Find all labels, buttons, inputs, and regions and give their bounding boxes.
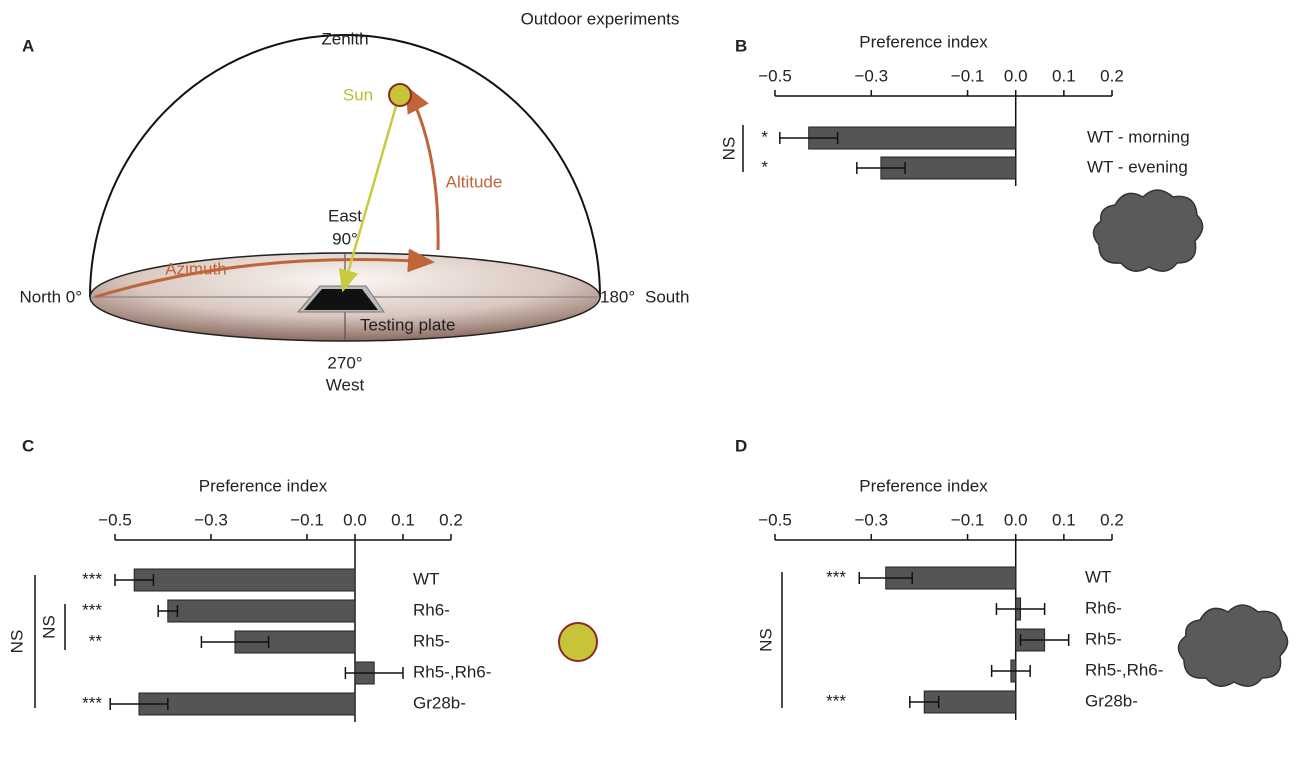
label: North 0° bbox=[19, 287, 82, 306]
x-tick-label: −0.1 bbox=[951, 510, 985, 529]
diagram: A Zenith Sun Altitude East 90° Azimuth N… bbox=[19, 29, 689, 394]
axis-title: Preference index bbox=[859, 476, 988, 495]
x-tick-label: 0.2 bbox=[439, 510, 463, 529]
cloud-icon bbox=[1177, 604, 1289, 687]
x-tick-label: 0.2 bbox=[1100, 510, 1124, 529]
sun bbox=[388, 83, 412, 107]
label: 90° bbox=[332, 229, 358, 248]
ns-label: NS bbox=[756, 628, 775, 652]
label: Sun bbox=[343, 85, 373, 104]
x-tick-label: 0.1 bbox=[391, 510, 415, 529]
category-label: WT - morning bbox=[1087, 127, 1190, 146]
label: South bbox=[645, 287, 689, 306]
panel-letter: B bbox=[735, 36, 747, 55]
category-label: Rh5- bbox=[1085, 629, 1122, 648]
category-label: Rh5- bbox=[413, 631, 450, 650]
significance: *** bbox=[826, 691, 846, 710]
x-tick-label: −0.1 bbox=[290, 510, 324, 529]
bar bbox=[138, 692, 356, 716]
x-tick-label: −0.3 bbox=[855, 66, 889, 85]
significance: * bbox=[761, 157, 768, 176]
x-tick-label: 0.2 bbox=[1100, 66, 1124, 85]
category-label: WT bbox=[1085, 567, 1111, 586]
x-tick-label: −0.5 bbox=[758, 66, 792, 85]
x-tick-label: 0.0 bbox=[1004, 66, 1028, 85]
x-tick-label: 0.0 bbox=[1004, 510, 1028, 529]
category-label: Gr28b- bbox=[1085, 691, 1138, 710]
ns-label: NS bbox=[719, 137, 738, 161]
label: 180° bbox=[600, 287, 635, 306]
panel-letter: A bbox=[22, 36, 34, 55]
x-tick-label: 0.1 bbox=[1052, 66, 1076, 85]
testing-plate bbox=[304, 289, 378, 310]
label: West bbox=[326, 375, 365, 394]
x-tick-label: −0.5 bbox=[758, 510, 792, 529]
ns-label: NS bbox=[39, 615, 58, 639]
ns-label: NS bbox=[7, 630, 26, 654]
x-tick-label: 0.1 bbox=[1052, 510, 1076, 529]
panel-letter: D bbox=[735, 436, 747, 455]
label: Testing plate bbox=[360, 315, 455, 334]
sun-icon bbox=[558, 622, 598, 662]
bar bbox=[808, 126, 1017, 150]
x-tick-label: −0.3 bbox=[194, 510, 228, 529]
altitude-arrow bbox=[405, 85, 440, 251]
significance: *** bbox=[82, 693, 102, 712]
bar bbox=[133, 568, 356, 592]
x-tick-label: −0.3 bbox=[855, 510, 889, 529]
label: Altitude bbox=[446, 172, 503, 191]
x-tick-label: 0.0 bbox=[343, 510, 367, 529]
category-label: WT - evening bbox=[1087, 157, 1188, 176]
significance: *** bbox=[82, 569, 102, 588]
label: 270° bbox=[327, 353, 362, 372]
figure-title: Outdoor experiments bbox=[521, 9, 680, 28]
x-tick-label: −0.1 bbox=[951, 66, 985, 85]
category-label: WT bbox=[413, 569, 439, 588]
significance: * bbox=[761, 127, 768, 146]
sun-ray bbox=[338, 105, 398, 293]
category-label: Rh5-,Rh6- bbox=[413, 662, 491, 681]
significance: *** bbox=[826, 567, 846, 586]
cloud-icon bbox=[1092, 189, 1204, 272]
label: East bbox=[328, 206, 362, 225]
label: Zenith bbox=[321, 29, 368, 48]
dome bbox=[89, 34, 601, 298]
category-label: Gr28b- bbox=[413, 693, 466, 712]
category-label: Rh6- bbox=[1085, 598, 1122, 617]
bar bbox=[167, 599, 356, 623]
azimuth-arrow bbox=[94, 248, 435, 299]
panel-letter: C bbox=[22, 436, 34, 455]
x-tick-label: −0.5 bbox=[98, 510, 132, 529]
significance: *** bbox=[82, 600, 102, 619]
category-label: Rh6- bbox=[413, 600, 450, 619]
axis-title: Preference index bbox=[199, 476, 328, 495]
category-label: Rh5-,Rh6- bbox=[1085, 660, 1163, 679]
axis-title: Preference index bbox=[859, 32, 988, 51]
significance: ** bbox=[89, 631, 103, 650]
label: Azimuth bbox=[165, 259, 226, 278]
